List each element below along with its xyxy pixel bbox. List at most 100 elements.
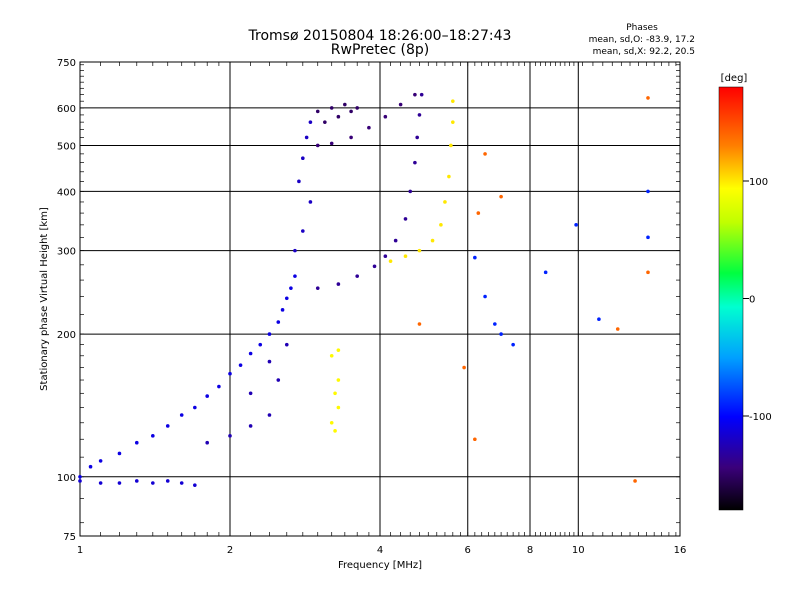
colorbar-tick-label: -100 <box>749 412 772 423</box>
data-points <box>78 92 650 487</box>
x-tick-label: 8 <box>527 545 533 556</box>
data-point <box>499 194 503 199</box>
data-point <box>483 152 487 156</box>
data-point <box>355 106 359 110</box>
y-tick-label: 600 <box>57 104 76 115</box>
gridlines <box>80 62 680 536</box>
chart-subtitle: RwPretec (8p) <box>331 42 429 58</box>
data-point <box>297 179 301 184</box>
data-point <box>315 109 320 114</box>
data-point <box>78 474 82 479</box>
data-point <box>398 102 403 107</box>
data-point <box>439 223 443 227</box>
data-point <box>393 238 398 243</box>
data-point <box>336 378 341 382</box>
data-point <box>615 327 620 331</box>
data-point <box>336 282 341 286</box>
data-point <box>165 479 170 483</box>
data-point <box>228 434 232 438</box>
data-point <box>88 464 93 469</box>
data-point <box>403 254 408 258</box>
data-point <box>336 114 341 119</box>
data-point <box>329 106 334 110</box>
data-point <box>329 353 334 358</box>
colorbar-gradient <box>718 86 744 511</box>
data-point <box>308 120 313 124</box>
data-point <box>248 351 253 356</box>
x-tick-labels: 1 2 4 6 8 10 16 <box>77 545 687 556</box>
phases-heading: Phases <box>626 23 658 33</box>
data-point <box>179 481 184 485</box>
colorbar-ticks: 100 0 -100 <box>743 177 772 423</box>
x-tick-label: 2 <box>227 545 233 556</box>
y-tick-label: 75 <box>63 532 76 543</box>
colorbar: [deg] 100 0 -100 <box>718 73 772 511</box>
data-point <box>372 264 377 269</box>
data-point <box>267 359 272 364</box>
data-point <box>165 424 170 428</box>
data-point <box>449 143 453 148</box>
x-tick-label: 10 <box>572 545 585 556</box>
data-point <box>329 420 334 425</box>
data-point <box>413 160 417 165</box>
data-point <box>217 384 221 389</box>
data-point <box>301 229 305 233</box>
data-point <box>343 102 347 107</box>
data-point <box>473 255 477 260</box>
data-point <box>289 286 293 290</box>
minor-ticks <box>80 62 680 536</box>
phases-line-x: mean, sd,X: 92.2, 20.5 <box>593 47 695 57</box>
y-tick-labels: 75 100 200 300 400 500 600 750 <box>57 58 76 543</box>
data-point <box>511 342 515 347</box>
data-point <box>267 413 272 417</box>
data-point <box>451 120 455 124</box>
data-point <box>417 248 422 253</box>
data-point <box>134 479 139 483</box>
x-axis-label: Frequency [MHz] <box>338 560 422 571</box>
data-point <box>336 348 341 352</box>
data-point <box>193 405 197 410</box>
colorbar-tick-label: 0 <box>749 295 755 306</box>
data-point <box>419 92 424 97</box>
data-point <box>284 296 289 301</box>
data-point <box>248 391 253 396</box>
data-point <box>293 274 297 278</box>
x-tick-label: 16 <box>674 545 687 556</box>
data-point <box>336 405 341 410</box>
y-tick-label: 500 <box>57 141 76 152</box>
data-point <box>483 294 487 299</box>
data-point <box>367 125 371 130</box>
data-point <box>329 141 334 146</box>
y-tick-label: 750 <box>57 58 76 69</box>
data-point <box>117 481 122 485</box>
data-point <box>301 156 305 161</box>
data-point <box>355 274 359 278</box>
data-point <box>134 440 139 445</box>
data-point <box>323 120 327 124</box>
x-tick-label: 1 <box>77 545 83 556</box>
data-point <box>276 378 281 382</box>
data-point <box>179 413 184 417</box>
data-point <box>308 200 313 204</box>
chart-title: Tromsø 20150804 18:26:00–18:27:43 <box>248 28 512 44</box>
data-point <box>633 479 637 483</box>
data-point <box>315 286 320 290</box>
data-point <box>417 322 422 326</box>
data-point <box>284 342 289 347</box>
x-tick-label: 4 <box>377 545 383 556</box>
data-point <box>193 483 197 487</box>
data-point <box>151 434 155 438</box>
colorbar-tick-label: 100 <box>749 177 768 188</box>
data-point <box>117 451 122 456</box>
data-point <box>349 109 353 114</box>
colorbar-label: [deg] <box>721 73 748 84</box>
data-point <box>451 99 455 103</box>
data-point <box>646 235 650 240</box>
phases-line-o: mean, sd,O: -83.9, 17.2 <box>589 35 695 45</box>
data-point <box>574 223 578 227</box>
data-point <box>646 270 650 275</box>
data-point <box>98 459 103 463</box>
data-point <box>383 114 388 119</box>
y-axis-label: Stationary phase Virtual Height [km] <box>39 207 50 391</box>
y-tick-label: 400 <box>57 187 76 198</box>
